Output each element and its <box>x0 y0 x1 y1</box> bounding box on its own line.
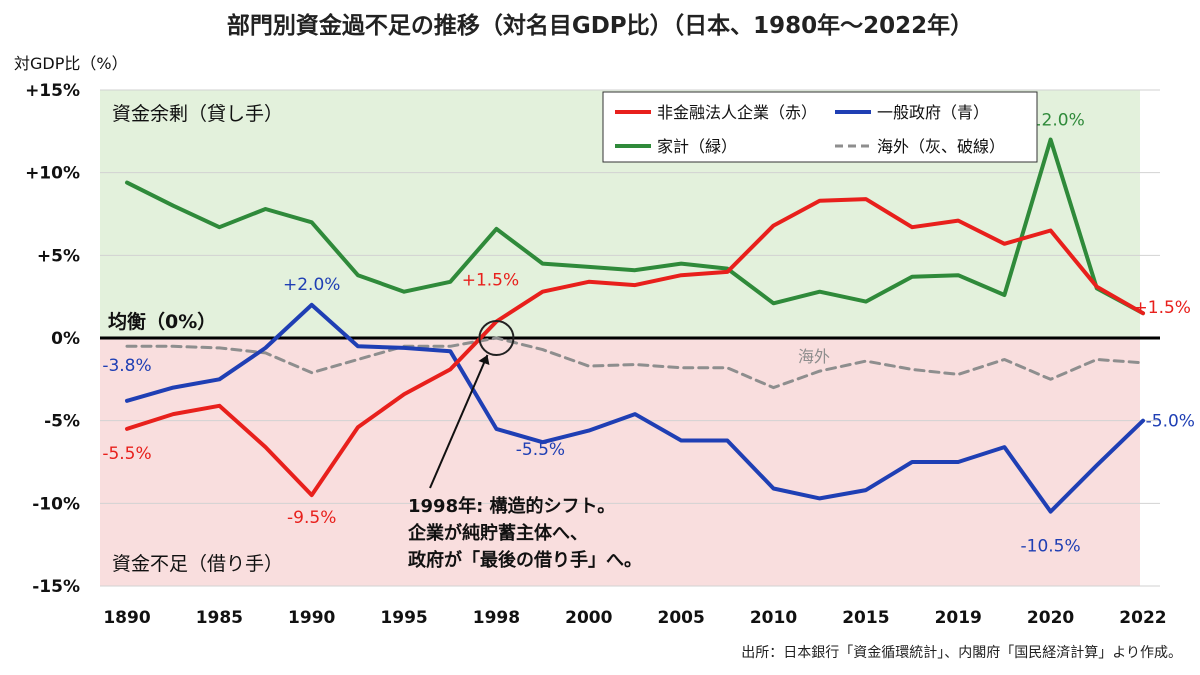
x-tick-label: 2010 <box>750 608 797 628</box>
y-tick-label: 0% <box>51 329 80 349</box>
x-tick-label: 1990 <box>288 608 335 628</box>
surplus-zone-label: 資金余剰（貸し手） <box>112 103 283 125</box>
source-note: 出所：日本銀行「資金循環統計」、内閣府「国民経済計算」より作成。 <box>741 645 1182 661</box>
x-tick-label: 2022 <box>1119 608 1166 628</box>
y-tick-label: +10% <box>25 164 80 184</box>
balance-label: 均衡（0%） <box>108 310 216 333</box>
x-tick-label: 2000 <box>565 608 612 628</box>
y-tick-label: +5% <box>37 246 80 266</box>
x-tick-label: 1890 <box>103 608 150 628</box>
legend-label: 家計（緑） <box>657 137 737 156</box>
legend-box <box>602 91 1038 163</box>
deficit-zone-label: 資金不足（借り手） <box>112 553 283 575</box>
data-label: -10.5% <box>1021 537 1081 557</box>
data-label: -5.5% <box>102 444 151 464</box>
annotation-text: 企業が純貯蓄主体へ、 <box>407 522 588 544</box>
overseas-inline-label: 海外 <box>798 347 830 366</box>
legend-label: 非金融法人企業（赤） <box>657 103 817 122</box>
y-tick-label: -10% <box>32 494 80 514</box>
series-line-2 <box>125 137 1145 316</box>
legend-label: 一般政府（青） <box>877 103 989 122</box>
x-tick-label: 2020 <box>1027 608 1074 628</box>
y-tick-label: -15% <box>32 577 80 597</box>
annotation-text: 政府が「最後の借り手」へ。 <box>408 549 642 571</box>
series-line-3 <box>125 336 1145 390</box>
shift-marker-circle <box>478 320 515 356</box>
data-label: -9.5% <box>287 508 336 528</box>
data-label: +1.5% <box>462 270 519 290</box>
x-tick-label: 1995 <box>380 608 427 628</box>
data-label: -5.5% <box>516 440 565 460</box>
x-tick-label: 2015 <box>842 608 889 628</box>
legend-label: 海外（灰、破線） <box>877 137 1005 156</box>
deficit-zone <box>100 338 1140 586</box>
series-line-0 <box>125 197 1145 498</box>
data-label: +1.5% <box>1134 298 1191 318</box>
x-tick-label: 1998 <box>473 608 520 628</box>
annotation-arrow <box>429 354 489 489</box>
x-tick-label: 2005 <box>657 608 704 628</box>
annotation-text: 1998年: 構造的シフト。 <box>408 495 615 517</box>
legend: 非金融法人企業（赤） 一般政府（青） 家計（緑） 海外（灰、破線） <box>602 91 1038 163</box>
data-label: -3.8% <box>102 356 151 376</box>
y-tick-label: +15% <box>25 81 80 101</box>
data-label: +2.0% <box>283 275 340 295</box>
chart-title: 部門別資金過不足の推移（対名目GDP比）（日本、1980年～2022年） <box>226 13 974 39</box>
annotation-arrow-head <box>478 355 490 365</box>
y-tick-label: -5% <box>44 412 80 432</box>
x-tick-label: 2019 <box>935 608 982 628</box>
data-label: -5.0% <box>1146 412 1195 432</box>
series-line-1 <box>125 302 1145 514</box>
y-axis-label: 対GDP比（%） <box>14 54 128 73</box>
x-tick-label: 1985 <box>196 608 243 628</box>
